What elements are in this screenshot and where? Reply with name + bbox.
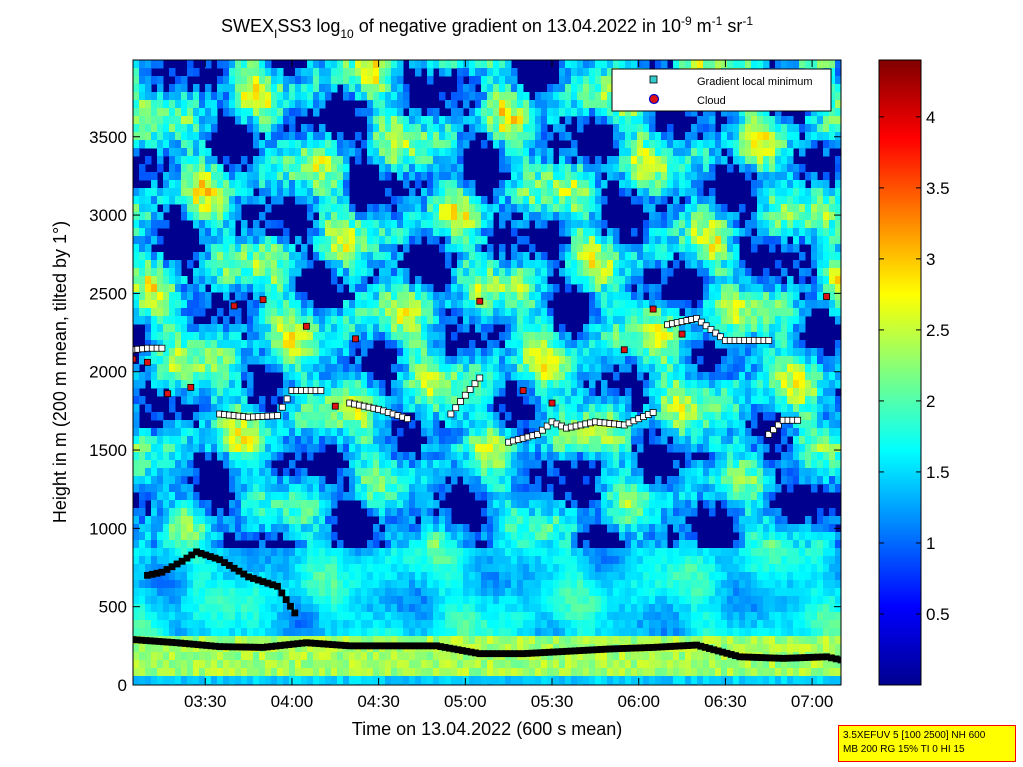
y-tick-label: 3500 [89, 128, 127, 147]
cloud-marker [331, 402, 339, 410]
colorbar-tick-label: 4 [926, 108, 935, 127]
colorbar-gradient [878, 59, 922, 686]
legend-circle-icon [648, 93, 660, 105]
x-tick-label: 03:30 [184, 692, 227, 711]
gradient-minimum-marker [649, 409, 657, 416]
cloud-marker [259, 296, 267, 304]
cloud-marker [823, 293, 830, 300]
cloud-marker [133, 355, 137, 363]
y-tick-label: 1000 [89, 519, 127, 538]
marker-layer [133, 293, 841, 664]
x-tick-label: 06:00 [617, 692, 660, 711]
legend-box [611, 68, 832, 112]
y-tick-label: 2500 [89, 284, 127, 303]
gradient-minimum-marker [697, 318, 705, 326]
gradient-minimum-marker [712, 329, 720, 337]
gradient-minimum-marker [447, 410, 455, 418]
legend-label-minimum: Gradient local minimum [697, 76, 813, 88]
legend-square-icon [649, 75, 658, 84]
colorbar: 0.5 1 1.5 2 2.5 3 3.5 4 [878, 59, 950, 686]
gradient-minimum-marker [693, 315, 700, 322]
x-tick-label: 04:30 [357, 692, 400, 711]
cloud-marker [649, 305, 657, 313]
cloud-marker [548, 399, 556, 407]
gradient-minimum-marker [543, 422, 551, 430]
gradient-minimum-marker [765, 336, 773, 344]
gradient-minimum-marker [317, 387, 325, 394]
x-axis-label: Time on 13.04.2022 (600 s mean) [352, 719, 623, 739]
y-tick-label: 2000 [89, 363, 127, 382]
x-tick-label: 06:30 [704, 692, 747, 711]
y-axis: 0 500 1000 1500 2000 2500 3000 3500 [89, 128, 841, 695]
gradient-minimum-marker [471, 380, 479, 388]
gradient-minimum-marker [452, 404, 460, 412]
gradient-minimum-marker [274, 582, 281, 590]
gradient-minimum-marker [717, 333, 724, 341]
colorbar-tick-label: 0.5 [926, 605, 950, 624]
y-tick-label: 1500 [89, 441, 127, 460]
cloud-marker [519, 387, 527, 394]
cloud-marker [302, 322, 310, 330]
x-tick-label: 07:00 [791, 692, 834, 711]
cloud-marker [164, 390, 172, 398]
cloud-marker [230, 302, 238, 310]
y-tick-label: 3000 [89, 206, 127, 225]
gradient-minimum-marker [794, 416, 802, 424]
plot-frame [132, 59, 842, 686]
gradient-minimum-marker [702, 322, 710, 330]
gradient-minimum-marker [278, 403, 286, 411]
cloud-marker [187, 383, 195, 391]
cloud-marker [352, 335, 359, 343]
gradient-minimum-marker [534, 430, 541, 438]
info-box: 3.5XEFUV 5 [100 2500] NH 600 MB 200 RG 1… [838, 725, 1016, 762]
colorbar-tick-label: 1 [926, 534, 935, 553]
gradient-minimum-marker [770, 426, 777, 434]
gradient-minimum-marker [274, 412, 281, 419]
chart-title: SWEXISS3 log10 of negative gradient on 1… [221, 14, 753, 41]
gradient-minimum-marker [476, 374, 484, 382]
gradient-minimum-marker [158, 344, 166, 352]
y-tick-label: 0 [118, 676, 127, 695]
cloud-marker [620, 346, 628, 354]
x-tick-label: 04:00 [271, 692, 314, 711]
colorbar-tick-label: 2.5 [926, 321, 950, 340]
gradient-minimum-marker [457, 398, 464, 405]
y-axis-label: Height in m (200 m mean, tilted by 1°) [50, 221, 70, 523]
gradient-minimum-marker [404, 415, 411, 423]
colorbar-tick-label: 2 [926, 392, 935, 411]
colorbar-tick-label: 3.5 [926, 179, 950, 198]
gradient-minimum-marker [287, 602, 294, 610]
cloud-marker [678, 330, 686, 338]
gradient-minimum-marker [291, 609, 299, 617]
gradient-minimum-marker [837, 656, 841, 664]
gradient-minimum-marker [765, 430, 773, 438]
gradient-minimum-marker [538, 426, 546, 434]
cloud-marker [144, 358, 151, 366]
colorbar-tick-label: 3 [926, 250, 935, 269]
x-axis: 03:30 04:00 04:30 05:00 05:30 06:00 06:30 07:00 [184, 60, 833, 711]
gradient-minimum-marker [278, 589, 286, 597]
gradient-minimum-marker [282, 596, 290, 604]
gradient-minimum-marker [466, 386, 474, 393]
cloud-marker [476, 297, 484, 305]
gradient-minimum-marker [707, 326, 715, 333]
info-line-1: 3.5XEFUV 5 [100 2500] NH 600 [843, 730, 986, 741]
legend-label-cloud: Cloud [697, 95, 726, 107]
y-tick-label: 500 [99, 598, 127, 617]
gradient-minimum-marker [283, 395, 291, 403]
heatmap [133, 60, 841, 685]
colorbar-tick-label: 1.5 [926, 463, 950, 482]
info-line-2: MB 200 RG 15% TI 0 HI 15 [843, 744, 965, 755]
gradient-minimum-marker [774, 421, 782, 429]
legend: Gradient local minimum Cloud [611, 68, 832, 112]
x-tick-label: 05:00 [444, 692, 487, 711]
x-tick-label: 05:30 [531, 692, 574, 711]
gradient-minimum-marker [461, 391, 469, 399]
